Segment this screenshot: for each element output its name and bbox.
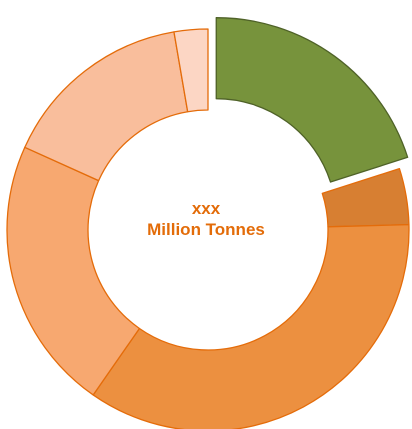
center-label-value: xxx xyxy=(191,199,221,218)
donut-slice-6 xyxy=(173,28,209,113)
donut-slice-3 xyxy=(92,223,410,429)
donut-slice-5 xyxy=(24,31,189,182)
center-label-unit: Million Tonnes xyxy=(147,220,265,239)
donut-slice-1 xyxy=(215,17,409,183)
center-label: xxx Million Tonnes xyxy=(106,198,306,240)
donut-slice-4 xyxy=(6,146,141,396)
